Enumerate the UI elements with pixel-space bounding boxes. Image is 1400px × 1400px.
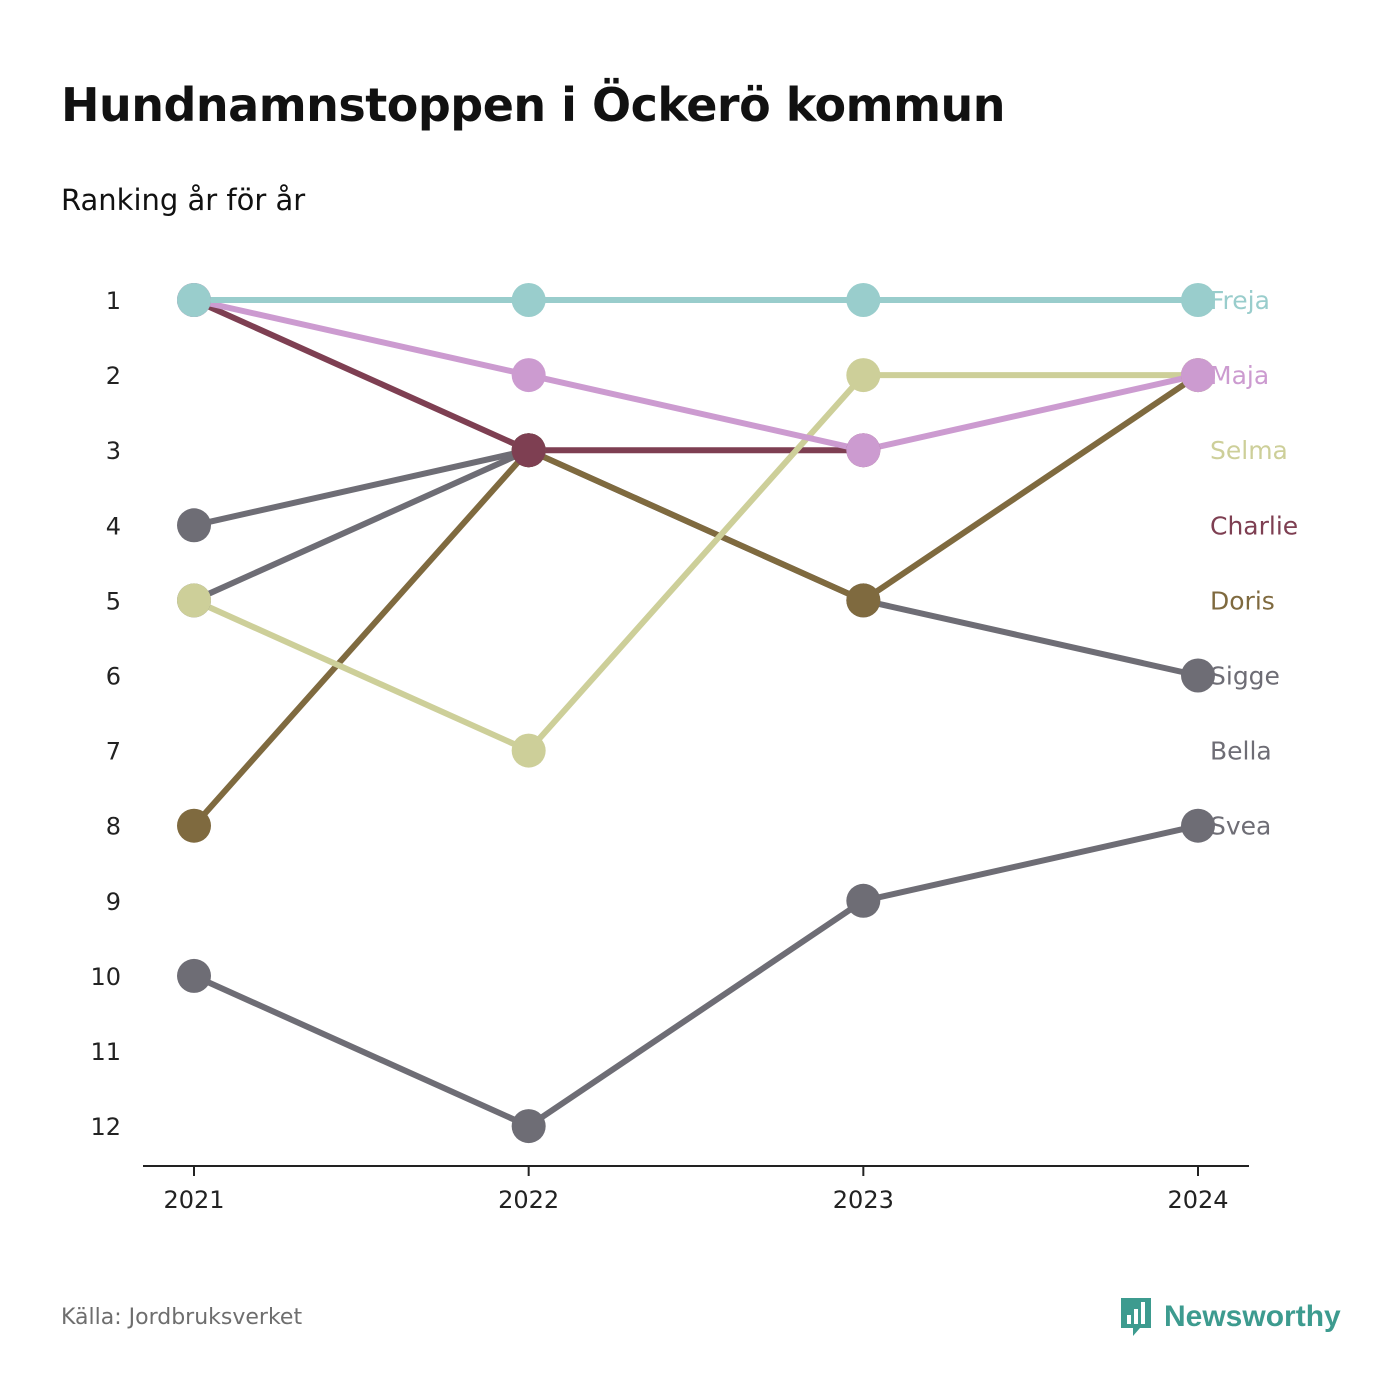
data-point-svea	[177, 958, 211, 993]
data-point-charlie	[511, 433, 546, 468]
y-tick-label: 1	[106, 287, 121, 315]
series-label-selma: Selma	[1210, 436, 1288, 465]
data-point-maja	[511, 358, 546, 393]
data-point-selma	[846, 358, 881, 393]
series-line-selma	[191, 372, 1201, 754]
source-note: Källa: Jordbruksverket	[61, 1305, 303, 1330]
data-point-selma	[177, 583, 211, 618]
series-line-bella	[191, 447, 532, 529]
y-tick-label: 12	[90, 1113, 121, 1141]
series-label-bella: Bella	[1210, 737, 1272, 766]
series-label-freja: Freja	[1210, 286, 1270, 315]
y-tick-label: 5	[106, 587, 121, 615]
y-tick-label: 9	[106, 888, 121, 916]
data-point-maja	[846, 433, 881, 468]
series-label-doris: Doris	[1210, 586, 1275, 615]
y-tick-label: 4	[106, 512, 121, 540]
series-line-maja	[191, 297, 1201, 454]
y-tick-label: 6	[106, 663, 121, 691]
bar-chart-speech-bubble-icon	[1121, 1298, 1151, 1336]
series-line-doris	[191, 372, 1201, 829]
y-tick-label: 2	[106, 362, 121, 390]
chart-title: Hundnamnstoppen i Öckerö kommun	[61, 78, 1006, 132]
x-tick-label: 2024	[1167, 1186, 1228, 1214]
data-point-doris	[177, 808, 211, 843]
series-line-svea	[191, 822, 1201, 1130]
series-label-svea: Svea	[1210, 812, 1271, 841]
series-points	[177, 283, 1215, 1144]
data-point-svea	[846, 883, 881, 918]
y-tick-label: 7	[106, 738, 121, 766]
data-point-sigge	[1181, 658, 1215, 693]
data-point-freja	[846, 283, 881, 317]
series-label-sigge: Sigge	[1210, 662, 1280, 691]
series-lines	[191, 297, 1201, 1130]
data-point-selma	[511, 733, 546, 768]
x-axis: 2021 2022 2023 2024	[143, 1165, 1249, 1214]
y-tick-label: 10	[90, 963, 121, 991]
series-label-charlie: Charlie	[1210, 511, 1298, 540]
data-point-svea	[511, 1109, 546, 1144]
data-point-freja	[177, 283, 211, 317]
x-tick-label: 2023	[833, 1186, 894, 1214]
data-point-freja	[1181, 283, 1215, 317]
y-tick-label: 8	[106, 813, 121, 841]
brand-logo: Newsworthy	[1118, 1296, 1341, 1338]
data-point-svea	[1181, 808, 1215, 843]
data-point-maja	[1181, 358, 1215, 393]
brand-name: Newsworthy	[1164, 1300, 1341, 1333]
chart-subtitle: Ranking år för år	[61, 183, 306, 217]
y-tick-label: 11	[90, 1038, 121, 1066]
y-tick-label: 3	[106, 437, 121, 465]
x-tick-label: 2022	[498, 1186, 559, 1214]
series-label-maja: Maja	[1210, 361, 1269, 390]
series-labels: Freja Maja Selma Charlie Doris Sigge Bella Svea	[1210, 286, 1298, 841]
data-point-doris	[846, 583, 881, 618]
x-tick-label: 2021	[163, 1186, 224, 1214]
data-point-bella	[177, 508, 211, 543]
data-point-freja	[511, 283, 546, 317]
